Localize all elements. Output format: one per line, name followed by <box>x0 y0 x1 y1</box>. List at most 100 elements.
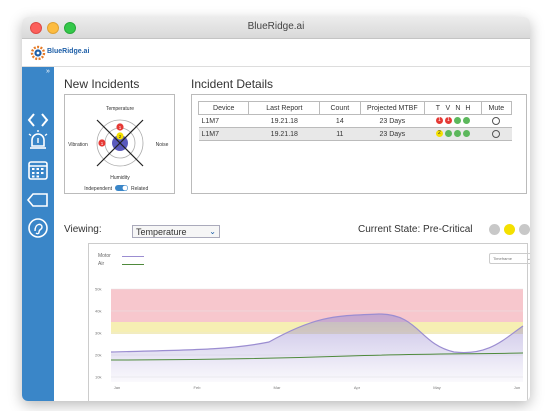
x-axis-labels: Jan Feb Mar Apr May Jun <box>114 385 520 390</box>
indicator-h <box>462 130 470 138</box>
radar-axis-2 <box>96 119 144 167</box>
timeframe-label: Timeframe <box>493 256 512 261</box>
viewing-label: Viewing: <box>64 224 102 235</box>
indicator-n <box>453 130 461 138</box>
new-incidents-title: New Incidents <box>64 77 140 91</box>
independent-related-toggle[interactable] <box>115 185 128 191</box>
row-mtbf: 23 Days <box>360 114 425 128</box>
mute-radio[interactable] <box>492 117 501 125</box>
incident-details-title: Incident Details <box>191 77 274 91</box>
brand-bar: BlueRidge.ai <box>22 39 530 67</box>
row-device: L1M7 <box>198 127 249 141</box>
row-device: L1M7 <box>198 114 249 128</box>
x-tick-label: Apr <box>354 385 361 390</box>
indicator-t: 2 <box>435 130 443 138</box>
y-tick-label: 20k <box>95 353 101 358</box>
current-state-label: Current State: Pre-Critical <box>358 224 473 235</box>
radar-badge-temperature-inner[interactable]: 2 <box>116 132 124 140</box>
indicator-n <box>453 117 461 125</box>
y-tick-label: 10k <box>95 375 101 380</box>
svg-text:2: 2 <box>119 134 122 139</box>
row-last-report: 19.21.18 <box>248 114 320 128</box>
state-light-right <box>519 224 530 235</box>
indicator-t: 1 <box>435 117 443 125</box>
timeframe-select[interactable]: Timeframe ⌄ <box>489 253 530 264</box>
incident-radar: Temperature Vibration Noise Humidity 1 2… <box>68 106 169 192</box>
svg-text:1: 1 <box>119 125 122 130</box>
svg-text:1: 1 <box>101 141 104 146</box>
sidebar: » <box>22 67 54 401</box>
y-axis-labels: 50k 40k 30k 20k 10k <box>95 287 101 380</box>
radar-badge-temperature[interactable]: 1 <box>116 123 124 131</box>
row-mute-cell <box>481 114 512 128</box>
row-indicators: 2 <box>424 127 482 141</box>
legend-air-label: Air <box>98 261 105 267</box>
chevron-down-icon: ⌄ <box>209 227 216 236</box>
window-title: BlueRidge.ai <box>247 21 305 32</box>
row-last-report: 19.21.18 <box>248 127 320 141</box>
y-tick-label: 30k <box>95 331 101 336</box>
new-incidents-panel: Temperature Vibration Noise Humidity 1 2… <box>64 94 175 194</box>
mute-radio[interactable] <box>492 130 501 138</box>
tag-icon[interactable] <box>26 189 50 211</box>
table-row[interactable]: L1M7 19.21.18 11 23 Days 2 <box>198 127 512 141</box>
main-content: New Incidents Temperature Vibration Nois… <box>54 67 530 401</box>
title-bar: BlueRidge.ai <box>22 17 530 39</box>
y-tick-label: 40k <box>95 309 101 314</box>
row-mute-cell <box>481 127 512 141</box>
sensor-chart: Motor Air Timeframe ⌄ 50k 40k 30k 20k 10k <box>88 243 530 401</box>
brand-name: BlueRidge.ai <box>47 48 90 55</box>
radar-label-right: Noise <box>156 142 169 148</box>
minimize-window-button[interactable] <box>47 22 59 34</box>
legend-air-line <box>122 264 144 265</box>
toggle-label-independent: Independent <box>84 186 112 192</box>
app-window: BlueRidge.ai BlueRidge.ai » <box>22 17 530 401</box>
x-tick-label: Jun <box>514 385 520 390</box>
row-count: 14 <box>319 114 361 128</box>
motor-line <box>110 313 524 354</box>
incident-table: Device Last Report Count Projected MTBF … <box>197 101 513 141</box>
toggle-label-related: Related <box>131 186 148 192</box>
x-tick-label: Feb <box>194 385 202 390</box>
maximize-window-button[interactable] <box>64 22 76 34</box>
radar-badge-vibration[interactable]: 1 <box>98 139 106 147</box>
hearing-icon[interactable] <box>26 217 50 239</box>
critical-band <box>111 289 523 322</box>
calendar-icon[interactable] <box>26 159 50 181</box>
x-tick-label: Mar <box>274 385 282 390</box>
table-header-row: Device Last Report Count Projected MTBF … <box>197 101 513 115</box>
chevron-down-icon: ⌄ <box>526 256 530 262</box>
alarm-light-icon[interactable] <box>26 129 50 151</box>
incident-details-panel: Device Last Report Count Projected MTBF … <box>191 94 527 194</box>
col-count[interactable]: Count <box>319 101 361 115</box>
radar-label-top: Temperature <box>106 106 134 112</box>
row-count: 11 <box>319 127 361 141</box>
state-light-left <box>489 224 500 235</box>
legend-motor-label: Motor <box>98 253 111 259</box>
x-tick-label: Jan <box>114 385 120 390</box>
col-projected-mtbf[interactable]: Projected MTBF <box>359 101 426 115</box>
col-device[interactable]: Device <box>197 101 250 115</box>
col-mute[interactable]: Mute <box>480 101 513 115</box>
air-line <box>110 352 524 361</box>
col-last-report[interactable]: Last Report <box>248 101 321 115</box>
radar-label-left: Vibration <box>68 142 88 148</box>
code-brackets-icon[interactable] <box>26 109 50 131</box>
state-light-middle <box>504 224 515 235</box>
indicator-h <box>462 117 470 125</box>
expand-sidebar-icon[interactable]: » <box>46 68 50 75</box>
radar-label-bottom: Humidity <box>110 175 130 181</box>
x-tick-label: May <box>433 385 441 390</box>
indicator-v <box>444 130 452 138</box>
viewing-select[interactable]: Temperature ⌄ <box>132 225 220 238</box>
chart-plot: 50k 40k 30k 20k 10k Jan Feb Mar Apr May Jun <box>95 287 524 390</box>
close-window-button[interactable] <box>30 22 42 34</box>
motor-area <box>111 314 523 382</box>
indicator-v: 1 <box>444 117 452 125</box>
y-tick-label: 50k <box>95 287 101 292</box>
radar-ring-outer <box>96 119 144 167</box>
legend-motor-line <box>122 256 144 257</box>
